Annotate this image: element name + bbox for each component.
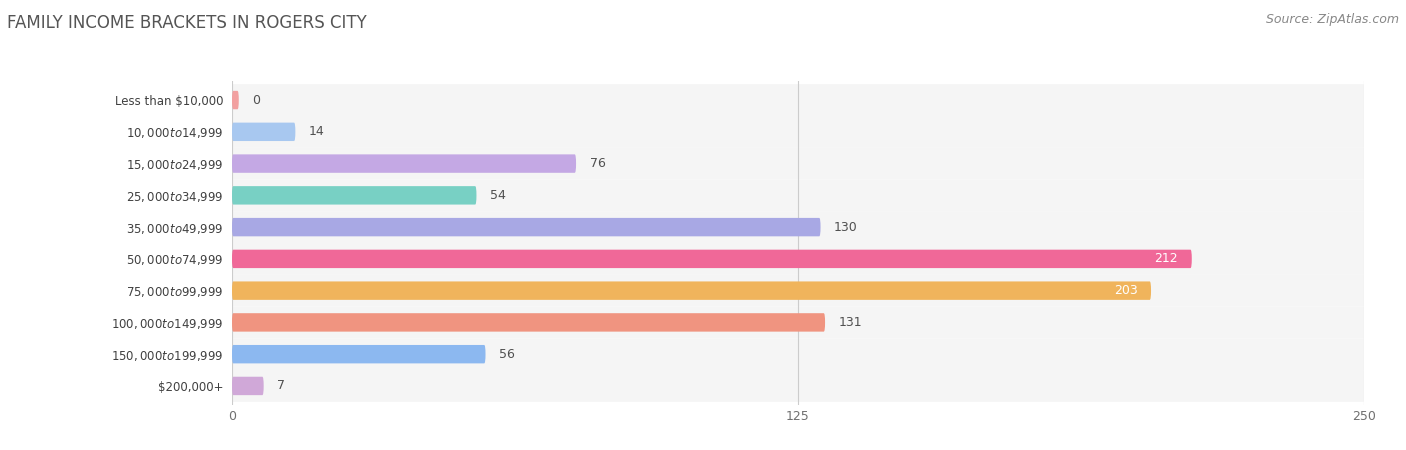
FancyBboxPatch shape [232, 306, 1364, 338]
Text: 203: 203 [1114, 284, 1137, 297]
FancyBboxPatch shape [232, 148, 1364, 180]
Text: Source: ZipAtlas.com: Source: ZipAtlas.com [1265, 14, 1399, 27]
Text: 7: 7 [277, 379, 285, 392]
FancyBboxPatch shape [232, 345, 485, 364]
FancyBboxPatch shape [232, 116, 1364, 148]
FancyBboxPatch shape [232, 370, 1364, 402]
Text: 131: 131 [838, 316, 862, 329]
FancyBboxPatch shape [232, 377, 264, 395]
Text: 130: 130 [834, 220, 858, 234]
FancyBboxPatch shape [232, 84, 1364, 116]
FancyBboxPatch shape [232, 243, 1364, 275]
Text: 14: 14 [309, 125, 325, 138]
FancyBboxPatch shape [232, 275, 1364, 306]
Text: 76: 76 [589, 157, 606, 170]
FancyBboxPatch shape [232, 250, 1192, 268]
Text: 212: 212 [1154, 252, 1178, 266]
Text: 56: 56 [499, 348, 515, 361]
FancyBboxPatch shape [232, 154, 576, 173]
FancyBboxPatch shape [232, 122, 295, 141]
FancyBboxPatch shape [232, 338, 1364, 370]
Text: FAMILY INCOME BRACKETS IN ROGERS CITY: FAMILY INCOME BRACKETS IN ROGERS CITY [7, 14, 367, 32]
FancyBboxPatch shape [232, 211, 1364, 243]
FancyBboxPatch shape [232, 180, 1364, 211]
Text: 0: 0 [252, 94, 260, 107]
FancyBboxPatch shape [232, 313, 825, 332]
FancyBboxPatch shape [232, 91, 239, 109]
FancyBboxPatch shape [232, 281, 1152, 300]
Text: 54: 54 [491, 189, 506, 202]
FancyBboxPatch shape [232, 218, 821, 236]
FancyBboxPatch shape [232, 186, 477, 205]
